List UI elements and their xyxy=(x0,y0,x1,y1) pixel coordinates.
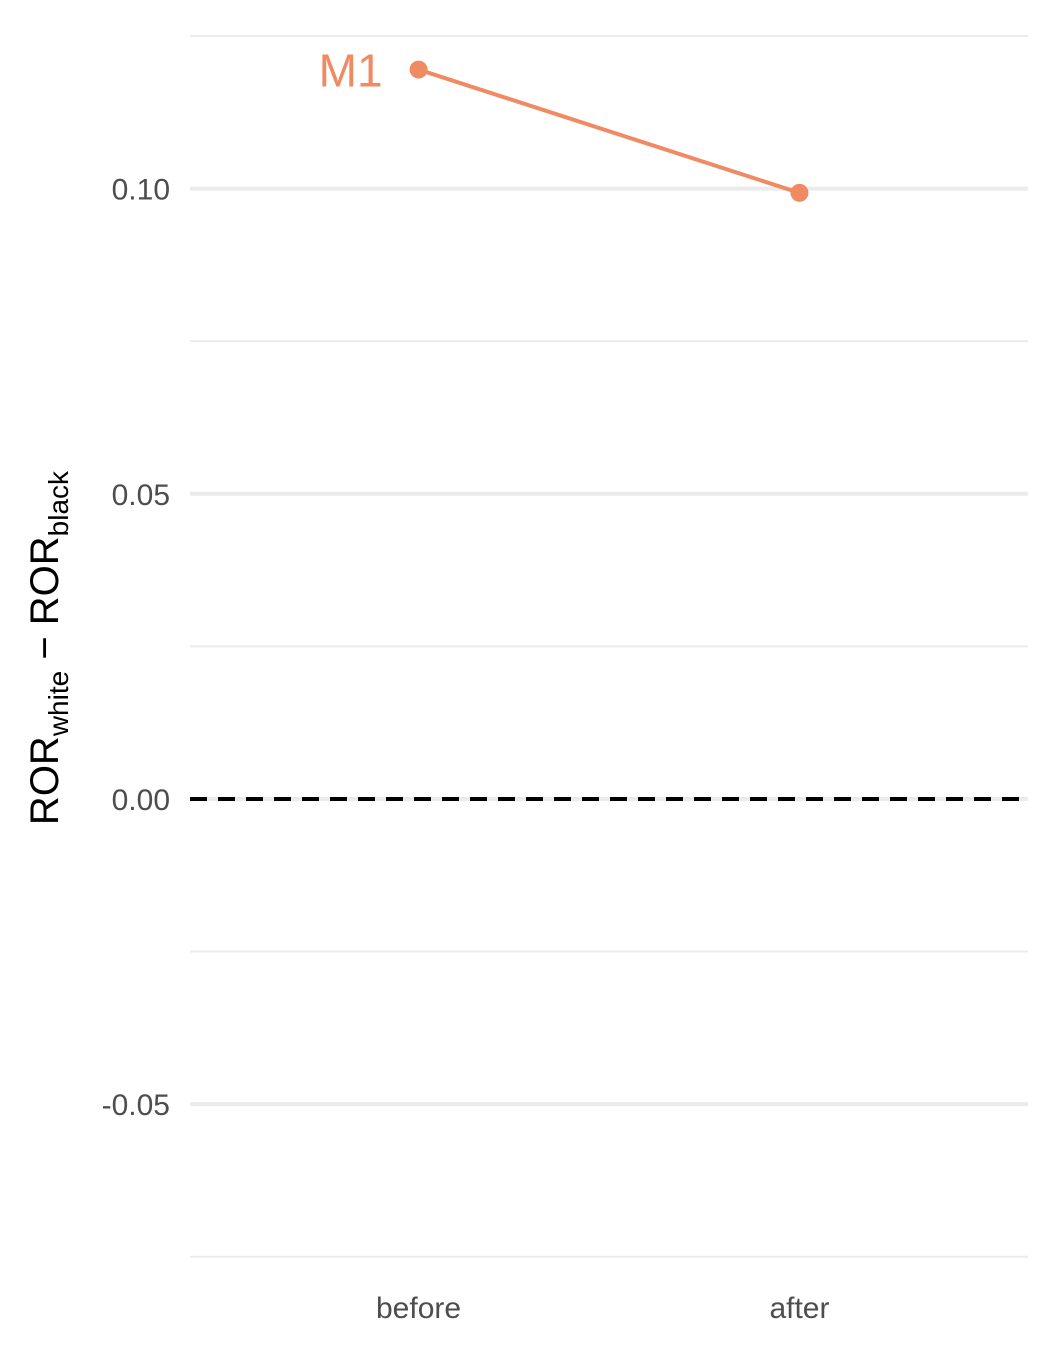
y-tick-label-2: 0.05 xyxy=(112,479,170,512)
series-line-M1 xyxy=(417,67,801,195)
series-group: M1 xyxy=(319,45,809,202)
y-axis-title-sub-white: white xyxy=(43,671,74,737)
series-label-M1: M1 xyxy=(319,45,383,97)
data-point-M1-after xyxy=(790,183,809,202)
x-tick-labels: before after xyxy=(376,1292,829,1325)
y-axis-title-minus: − xyxy=(23,625,67,671)
y-tick-label-0: -0.05 xyxy=(102,1089,170,1122)
x-tick-label-after: after xyxy=(769,1292,829,1325)
y-axis-title-sub-black: black xyxy=(43,470,74,536)
y-axis-title-ror-1: ROR xyxy=(23,736,67,825)
y-tick-labels: -0.05 0.00 0.05 0.10 xyxy=(102,174,170,1123)
y-axis-title: RORwhite − RORblack xyxy=(23,470,74,825)
x-tick-label-before: before xyxy=(376,1292,461,1325)
minor-gridlines xyxy=(190,35,1028,1258)
data-point-M1-before xyxy=(409,60,428,79)
y-tick-label-1: 0.00 xyxy=(112,784,170,817)
y-tick-label-3: 0.10 xyxy=(112,174,170,207)
y-axis-title-ror-2: ROR xyxy=(23,536,67,625)
major-gridlines xyxy=(190,186,1028,1107)
